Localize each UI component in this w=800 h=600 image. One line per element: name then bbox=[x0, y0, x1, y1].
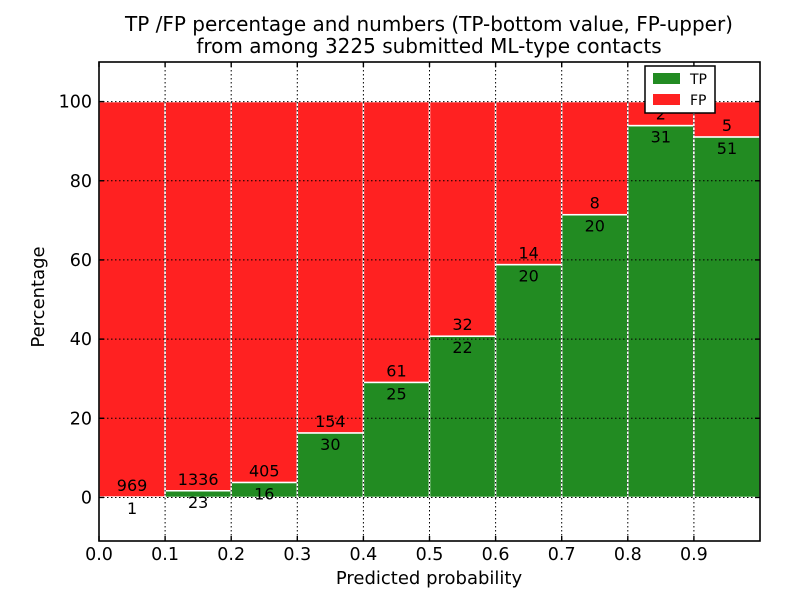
y-tick-label: 60 bbox=[70, 251, 92, 271]
fp-bar bbox=[164, 100, 232, 492]
tp-count-label: 20 bbox=[518, 267, 538, 286]
tp-bar bbox=[362, 381, 431, 499]
fp-bar bbox=[296, 100, 365, 434]
fp-bar bbox=[230, 100, 299, 484]
tp-count-label: 23 bbox=[188, 493, 208, 512]
y-tick-label: 80 bbox=[70, 172, 92, 192]
tp-count-label: 1 bbox=[127, 499, 137, 518]
tp-count-label: 31 bbox=[651, 128, 671, 147]
fp-count-label: 14 bbox=[518, 244, 538, 263]
fp-bar bbox=[494, 100, 563, 266]
fp-count-label: 61 bbox=[386, 361, 406, 380]
y-tick-label: 40 bbox=[70, 330, 92, 350]
tp-count-label: 30 bbox=[320, 435, 340, 454]
legend-swatch-tp bbox=[653, 73, 680, 84]
plot-area: 0.0 0.1 0.2 0.3 0.4 0.5 0.6 0.7 0.8 0.9 0 20 40 60 80 1… bbox=[59, 61, 761, 565]
legend-swatch-fp bbox=[653, 94, 680, 105]
fp-count-label: 32 bbox=[452, 315, 472, 334]
x-tick-label: 0.2 bbox=[217, 545, 245, 565]
legend-label-fp: FP bbox=[690, 93, 707, 109]
fp-bar bbox=[428, 100, 497, 337]
plot-border bbox=[98, 61, 761, 542]
y-tick-label: 0 bbox=[81, 488, 92, 508]
fp-count-label: 2 bbox=[656, 105, 666, 124]
chart-title-line2: from among 3225 submitted ML-type contac… bbox=[196, 34, 661, 58]
fp-count-label: 5 bbox=[722, 116, 732, 135]
x-tick-label: 0.4 bbox=[349, 545, 377, 565]
fp-count-label: 405 bbox=[249, 461, 280, 480]
y-tick-label: 100 bbox=[59, 93, 92, 113]
tp-count-label: 20 bbox=[585, 217, 605, 236]
legend-label-tp: TP bbox=[689, 72, 707, 88]
y-tick-label: 20 bbox=[70, 409, 92, 429]
x-tick-label: 0.7 bbox=[548, 545, 576, 565]
tp-bar bbox=[428, 335, 497, 499]
tp-bar bbox=[693, 136, 761, 499]
tp-bar bbox=[494, 263, 563, 499]
tp-bar bbox=[627, 124, 695, 499]
tp-count-label: 51 bbox=[717, 139, 737, 158]
x-tick-label: 0.6 bbox=[482, 545, 510, 565]
tp-count-label: 22 bbox=[452, 338, 472, 357]
x-tick-label: 0.3 bbox=[283, 545, 311, 565]
fp-count-label: 1336 bbox=[178, 470, 219, 489]
y-axis-label: Percentage bbox=[28, 246, 49, 347]
x-tick-label: 0.1 bbox=[151, 545, 179, 565]
fp-count-label: 154 bbox=[315, 412, 346, 431]
x-tick-label: 0.0 bbox=[85, 545, 113, 565]
x-tick-label: 0.9 bbox=[680, 545, 708, 565]
fp-bar bbox=[362, 100, 431, 384]
tp-count-label: 25 bbox=[386, 384, 406, 403]
chart-title-line1: TP /FP percentage and numbers (TP-bottom… bbox=[124, 12, 733, 36]
x-tick-label: 0.8 bbox=[614, 545, 642, 565]
x-tick-label: 0.5 bbox=[416, 545, 444, 565]
fp-count-label: 969 bbox=[117, 476, 148, 495]
fp-bar bbox=[98, 100, 166, 498]
x-axis-label: Predicted probability bbox=[336, 568, 523, 589]
tp-bar bbox=[560, 213, 629, 499]
fp-count-label: 8 bbox=[590, 194, 600, 213]
tp-count-label: 16 bbox=[254, 484, 274, 503]
fp-bar bbox=[693, 100, 761, 138]
